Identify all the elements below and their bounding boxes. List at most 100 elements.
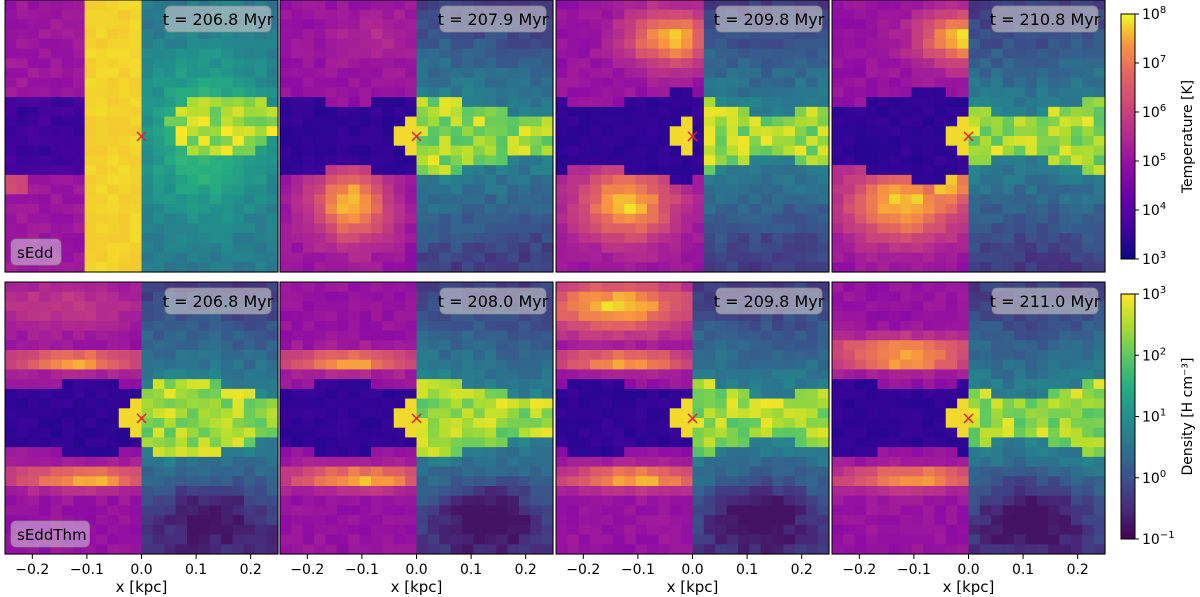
heatmap-cell bbox=[336, 476, 349, 487]
heatmap-cell bbox=[416, 213, 429, 225]
heatmap-cell bbox=[232, 204, 245, 215]
heatmap-cell bbox=[50, 379, 63, 390]
heatmap-cell bbox=[806, 311, 819, 322]
heatmap-cell bbox=[738, 408, 750, 419]
heatmap-cell bbox=[198, 369, 211, 380]
heatmap-cell bbox=[232, 408, 245, 419]
heatmap-cell bbox=[624, 106, 637, 118]
heatmap-cell bbox=[749, 29, 762, 40]
heatmap-cell bbox=[325, 136, 338, 147]
heatmap-cell bbox=[1014, 68, 1026, 79]
heatmap-cell bbox=[118, 29, 131, 40]
heatmap-cell bbox=[141, 252, 154, 263]
heatmap-cell bbox=[96, 311, 108, 322]
heatmap-cell bbox=[325, 145, 338, 157]
heatmap-cell bbox=[255, 233, 268, 244]
heatmap-cell bbox=[1082, 242, 1095, 254]
heatmap-cell bbox=[130, 223, 143, 234]
heatmap-cell bbox=[187, 534, 199, 545]
heatmap-cell bbox=[232, 398, 245, 409]
heatmap-cell bbox=[314, 350, 327, 361]
heatmap-cell bbox=[187, 48, 199, 59]
heatmap-cell bbox=[175, 223, 188, 234]
heatmap-cell bbox=[556, 301, 568, 312]
heatmap-cell bbox=[405, 0, 418, 11]
heatmap-cell bbox=[359, 213, 372, 225]
heatmap-cell bbox=[888, 58, 901, 69]
heatmap-cell bbox=[518, 136, 531, 147]
heatmap-cell bbox=[39, 145, 52, 157]
heatmap-cell bbox=[507, 77, 520, 89]
heatmap-cell bbox=[427, 77, 440, 89]
heatmap-cell bbox=[107, 223, 120, 234]
heatmap-cell bbox=[255, 58, 268, 69]
heatmap-cell bbox=[635, 204, 648, 215]
heatmap-cell bbox=[348, 242, 361, 254]
heatmap-cell bbox=[473, 320, 486, 332]
heatmap-cell bbox=[612, 437, 625, 448]
heatmap-cell bbox=[658, 350, 671, 361]
heatmap-cell bbox=[556, 476, 568, 487]
heatmap-cell bbox=[164, 77, 177, 89]
heatmap-cell bbox=[669, 495, 682, 507]
heatmap-cell bbox=[991, 136, 1004, 147]
heatmap-cell bbox=[518, 379, 531, 390]
heatmap-cell bbox=[280, 476, 292, 487]
heatmap-cell bbox=[923, 194, 935, 205]
heatmap-cell bbox=[749, 116, 762, 127]
heatmap-cell bbox=[393, 466, 406, 477]
heatmap-cell bbox=[175, 106, 188, 118]
heatmap-cell bbox=[578, 68, 591, 79]
heatmap-cell bbox=[50, 87, 63, 98]
heatmap-cell bbox=[118, 486, 131, 497]
heatmap-cell bbox=[484, 97, 497, 108]
heatmap-cell bbox=[832, 369, 844, 380]
heatmap-cell bbox=[152, 0, 165, 11]
heatmap-cell bbox=[336, 252, 349, 263]
heatmap-cell bbox=[507, 388, 520, 400]
heatmap-cell bbox=[669, 301, 682, 312]
heatmap-cell bbox=[496, 379, 509, 390]
heatmap-cell bbox=[772, 194, 785, 205]
heatmap-cell bbox=[255, 252, 268, 263]
heatmap-cell bbox=[877, 291, 890, 303]
heatmap-cell bbox=[84, 437, 97, 448]
heatmap-cell bbox=[473, 534, 486, 545]
heatmap-cell bbox=[832, 136, 844, 147]
heatmap-cell bbox=[141, 106, 154, 118]
time-label: t = 206.8 Myr bbox=[163, 5, 274, 33]
heatmap-cell bbox=[336, 0, 349, 11]
heatmap-cell bbox=[175, 184, 188, 195]
heatmap-cell bbox=[900, 330, 913, 341]
heatmap-cell bbox=[541, 38, 554, 50]
heatmap-cell bbox=[450, 476, 463, 487]
heatmap-cell bbox=[291, 524, 304, 536]
heatmap-cell bbox=[96, 515, 108, 526]
heatmap-cell bbox=[658, 408, 671, 419]
heatmap-cell bbox=[518, 0, 531, 11]
heatmap-cell bbox=[393, 379, 406, 390]
heatmap-cell bbox=[280, 515, 292, 526]
heatmap-cell bbox=[541, 524, 554, 536]
heatmap-cell bbox=[703, 126, 716, 137]
heatmap-cell bbox=[221, 252, 234, 263]
heatmap-cell bbox=[84, 456, 97, 468]
heatmap-cell bbox=[647, 544, 659, 555]
heatmap-cell bbox=[612, 19, 625, 30]
heatmap-cell bbox=[439, 524, 452, 536]
heatmap-cell bbox=[427, 9, 440, 21]
heatmap-cell bbox=[314, 379, 327, 390]
heatmap-cell bbox=[911, 340, 924, 351]
heatmap-cell bbox=[681, 136, 694, 147]
heatmap-cell bbox=[175, 388, 188, 400]
heatmap-cell bbox=[266, 524, 279, 536]
heatmap-cell bbox=[221, 330, 234, 341]
heatmap-cell bbox=[152, 233, 165, 244]
heatmap-cell bbox=[232, 427, 245, 439]
heatmap-cell bbox=[1070, 252, 1083, 263]
heatmap-cell bbox=[280, 19, 292, 30]
heatmap-cell bbox=[118, 145, 131, 157]
heatmap-cell bbox=[61, 194, 74, 205]
heatmap-cell bbox=[612, 495, 625, 507]
heatmap-cell bbox=[806, 476, 819, 487]
